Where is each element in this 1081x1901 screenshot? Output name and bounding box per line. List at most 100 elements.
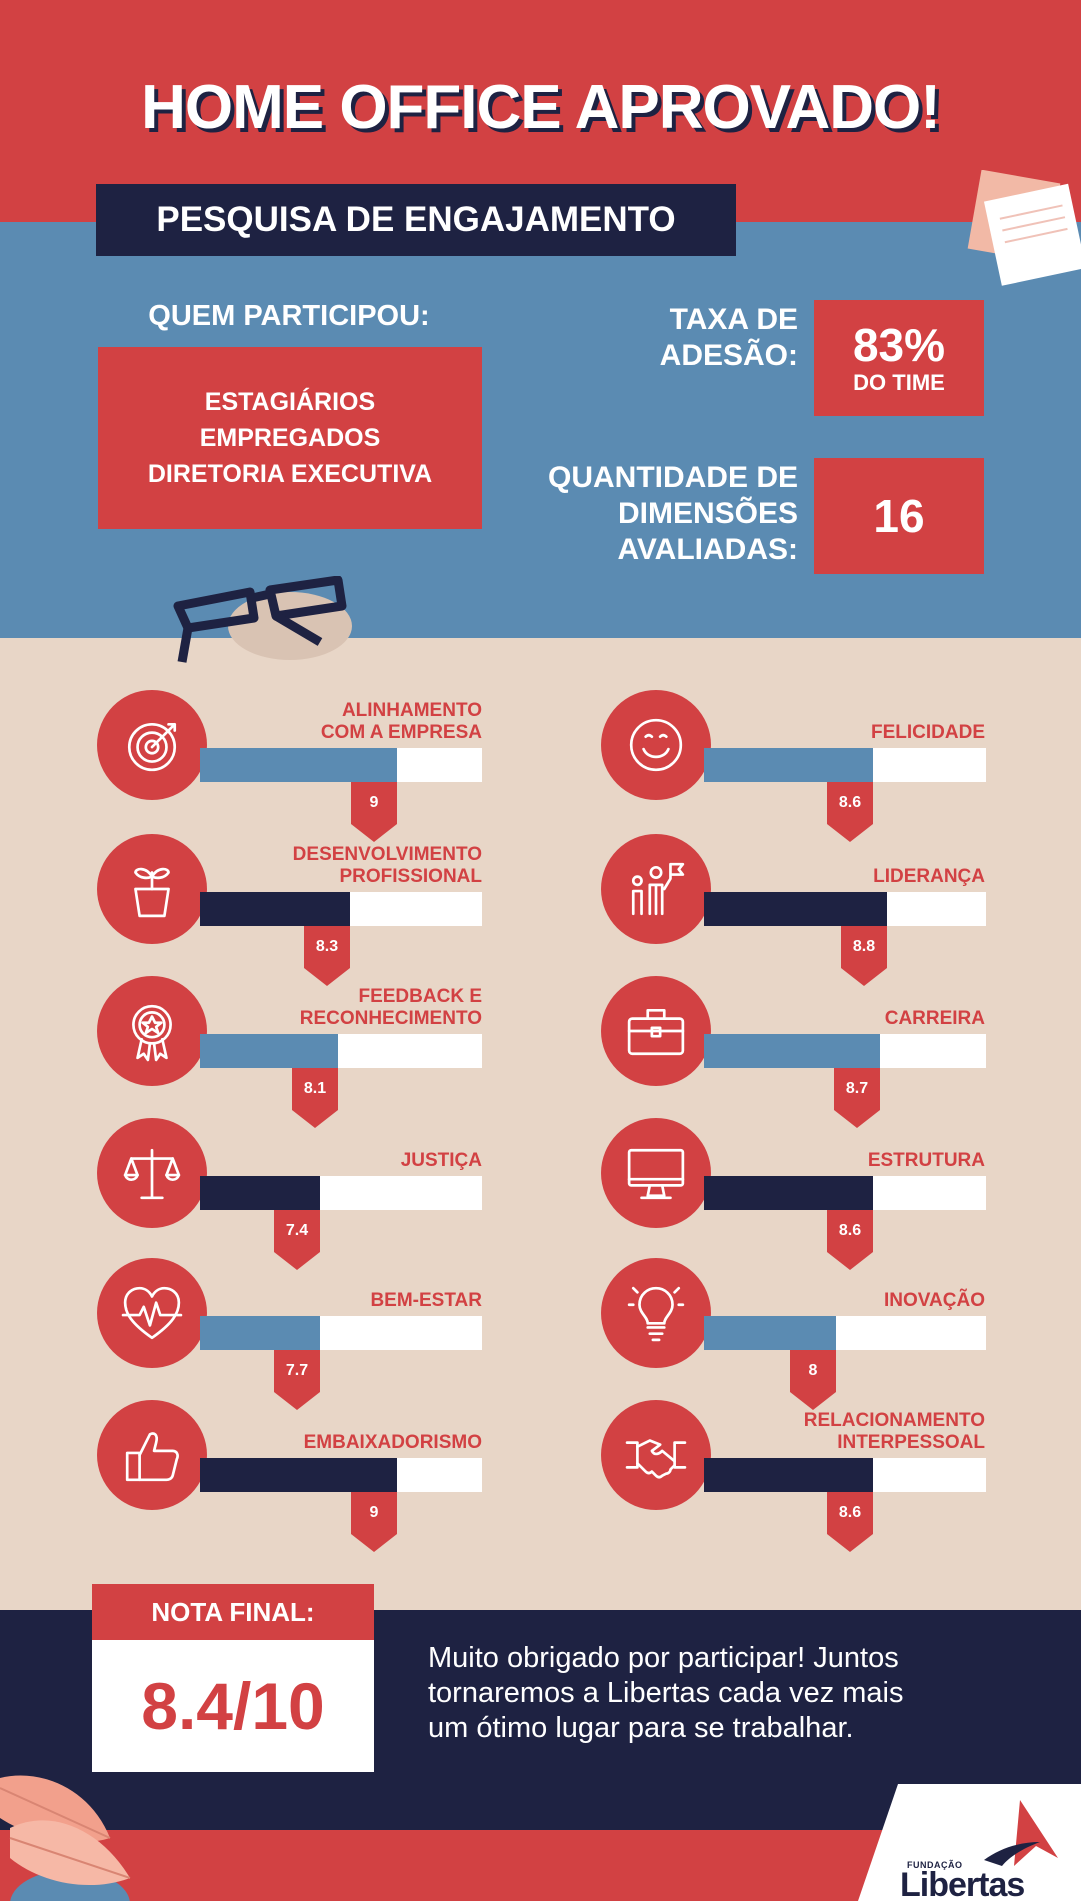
score-bar-fill bbox=[704, 1176, 873, 1210]
libertas-logo-icon bbox=[984, 1800, 1058, 1866]
dimension-label-line: DESENVOLVIMENTO bbox=[292, 844, 482, 865]
dimension-label-line: COM A EMPRESA bbox=[320, 722, 482, 743]
dimensions-count-label-line: QUANTIDADE DE bbox=[547, 461, 798, 494]
dimension-label: DESENVOLVIMENTO PROFISSIONAL bbox=[182, 844, 482, 888]
dimensions-count-label: QUANTIDADE DE DIMENSÕES AVALIADAS: bbox=[480, 460, 798, 568]
score-value: 8.7 bbox=[845, 1080, 869, 1097]
score-badge: 7.7 bbox=[274, 1350, 320, 1410]
scales-icon bbox=[97, 1118, 207, 1228]
dimension-label-line: JUSTIÇA bbox=[400, 1150, 482, 1171]
score-bar-fill bbox=[200, 1316, 320, 1350]
score-bar-fill bbox=[200, 892, 350, 926]
dimension-label-line: INTERPESSOAL bbox=[837, 1432, 985, 1453]
score-bar-track bbox=[704, 748, 986, 782]
adhesion-unit: DO TIME bbox=[853, 370, 945, 395]
plant-pot-icon bbox=[97, 834, 207, 944]
adhesion-box: 83% DO TIME bbox=[814, 300, 984, 416]
score-bar-fill bbox=[704, 1034, 880, 1068]
participant-group: DIRETORIA EXECUTIVA bbox=[147, 460, 433, 488]
dimension-label-line: CARREIRA bbox=[884, 1008, 985, 1029]
score-bar-track bbox=[704, 1458, 986, 1492]
score-bar-track bbox=[200, 748, 482, 782]
score-bar-track bbox=[704, 1316, 986, 1350]
participant-group: ESTAGIÁRIOS bbox=[204, 388, 376, 416]
dimensions-count-label-line: DIMENSÕES bbox=[617, 497, 798, 530]
final-score-value: 8.4/10 bbox=[92, 1640, 374, 1772]
score-badge: 8.6 bbox=[827, 1210, 873, 1270]
thanks-line: tornaremos a Libertas cada vez mais bbox=[428, 1677, 904, 1709]
leaf-icon bbox=[0, 1775, 131, 1901]
page-title: HOME OFFICE APROVADO! bbox=[141, 73, 941, 142]
dimension-label-line: INOVAÇÃO bbox=[884, 1290, 985, 1311]
dimension-label-line: FEEDBACK E bbox=[358, 986, 482, 1007]
score-badge: 9 bbox=[351, 1492, 397, 1552]
score-value: 9 bbox=[369, 794, 379, 811]
dimension-label-line: ESTRUTURA bbox=[867, 1150, 985, 1171]
dimension-label: JUSTIÇA bbox=[182, 1150, 482, 1172]
score-bar-fill bbox=[200, 1458, 397, 1492]
score-bar-fill bbox=[704, 892, 887, 926]
logo-text: Libertas bbox=[900, 1866, 1025, 1901]
subtitle-box: PESQUISA DE ENGAJAMENTO bbox=[96, 184, 736, 256]
score-value: 8.3 bbox=[315, 938, 339, 955]
score-bar-track bbox=[704, 1176, 986, 1210]
thumbs-up-icon bbox=[97, 1400, 207, 1510]
dimension-label-line: EMBAIXADORISMO bbox=[303, 1432, 482, 1453]
score-value: 8.6 bbox=[838, 1222, 862, 1239]
dimension-label: BEM-ESTAR bbox=[182, 1290, 482, 1312]
dimension-label: LIDERANÇA bbox=[685, 866, 985, 888]
dimensions-count-value: 16 bbox=[873, 490, 925, 542]
award-ribbon-icon bbox=[97, 976, 207, 1086]
score-value: 8.6 bbox=[838, 794, 862, 811]
score-value: 8.8 bbox=[852, 938, 876, 955]
dimension-label: ALINHAMENTO COM A EMPRESA bbox=[182, 700, 482, 744]
target-icon bbox=[97, 690, 207, 800]
score-bar-track bbox=[200, 1034, 482, 1068]
adhesion-label-line: ADESÃO: bbox=[659, 339, 798, 372]
participants-label: QUEM PARTICIPOU: bbox=[148, 300, 430, 332]
final-score-label: NOTA FINAL: bbox=[92, 1584, 374, 1640]
adhesion-value: 83% bbox=[852, 319, 946, 371]
score-badge: 7.4 bbox=[274, 1210, 320, 1270]
glasses-icon bbox=[173, 576, 352, 663]
sticky-notes-icon bbox=[967, 170, 1081, 286]
score-badge: 8.8 bbox=[841, 926, 887, 986]
leader-flag-icon bbox=[601, 834, 711, 944]
participants-box: ESTAGIÁRIOS EMPREGADOS DIRETORIA EXECUTI… bbox=[98, 347, 482, 529]
dimension-label: INOVAÇÃO bbox=[685, 1290, 985, 1312]
dimension-label: EMBAIXADORISMO bbox=[182, 1432, 482, 1454]
score-value: 8.1 bbox=[303, 1080, 327, 1097]
thanks-line: um ótimo lugar para se trabalhar. bbox=[428, 1712, 854, 1744]
subtitle: PESQUISA DE ENGAJAMENTO bbox=[156, 200, 676, 239]
score-value: 8.6 bbox=[838, 1504, 862, 1521]
score-bar-track bbox=[200, 1458, 482, 1492]
score-badge: 9 bbox=[351, 782, 397, 842]
score-badge: 8.6 bbox=[827, 782, 873, 842]
dimension-label: FEEDBACK E RECONHECIMENTO bbox=[182, 986, 482, 1030]
lightbulb-icon bbox=[601, 1258, 711, 1368]
dimensions-count-label-line: AVALIADAS: bbox=[617, 533, 798, 566]
heartbeat-icon bbox=[97, 1258, 207, 1368]
score-value: 9 bbox=[369, 1504, 379, 1521]
dimension-label-line: RECONHECIMENTO bbox=[299, 1008, 482, 1029]
score-bar-fill bbox=[200, 1176, 320, 1210]
thanks-line: Muito obrigado por participar! Juntos bbox=[428, 1642, 899, 1674]
dimension-label: FELICIDADE bbox=[685, 722, 985, 744]
score-bar-fill bbox=[704, 1458, 873, 1492]
score-bar-track bbox=[200, 892, 482, 926]
dimension-label: ESTRUTURA bbox=[685, 1150, 985, 1172]
dimension-label-line: BEM-ESTAR bbox=[370, 1290, 482, 1311]
monitor-icon bbox=[601, 1118, 711, 1228]
score-badge: 8.3 bbox=[304, 926, 350, 986]
dimensions-count-box: 16 bbox=[814, 458, 984, 574]
score-bar-track bbox=[200, 1176, 482, 1210]
score-badge: 8.7 bbox=[834, 1068, 880, 1128]
score-bar-track bbox=[704, 892, 986, 926]
score-bar-fill bbox=[704, 748, 873, 782]
score-bar-fill bbox=[200, 748, 397, 782]
score-bar-track bbox=[200, 1316, 482, 1350]
briefcase-icon bbox=[601, 976, 711, 1086]
dimension-label-line: LIDERANÇA bbox=[873, 866, 985, 887]
score-bar-fill bbox=[704, 1316, 836, 1350]
dimension-label-line: RELACIONAMENTO bbox=[803, 1410, 985, 1431]
